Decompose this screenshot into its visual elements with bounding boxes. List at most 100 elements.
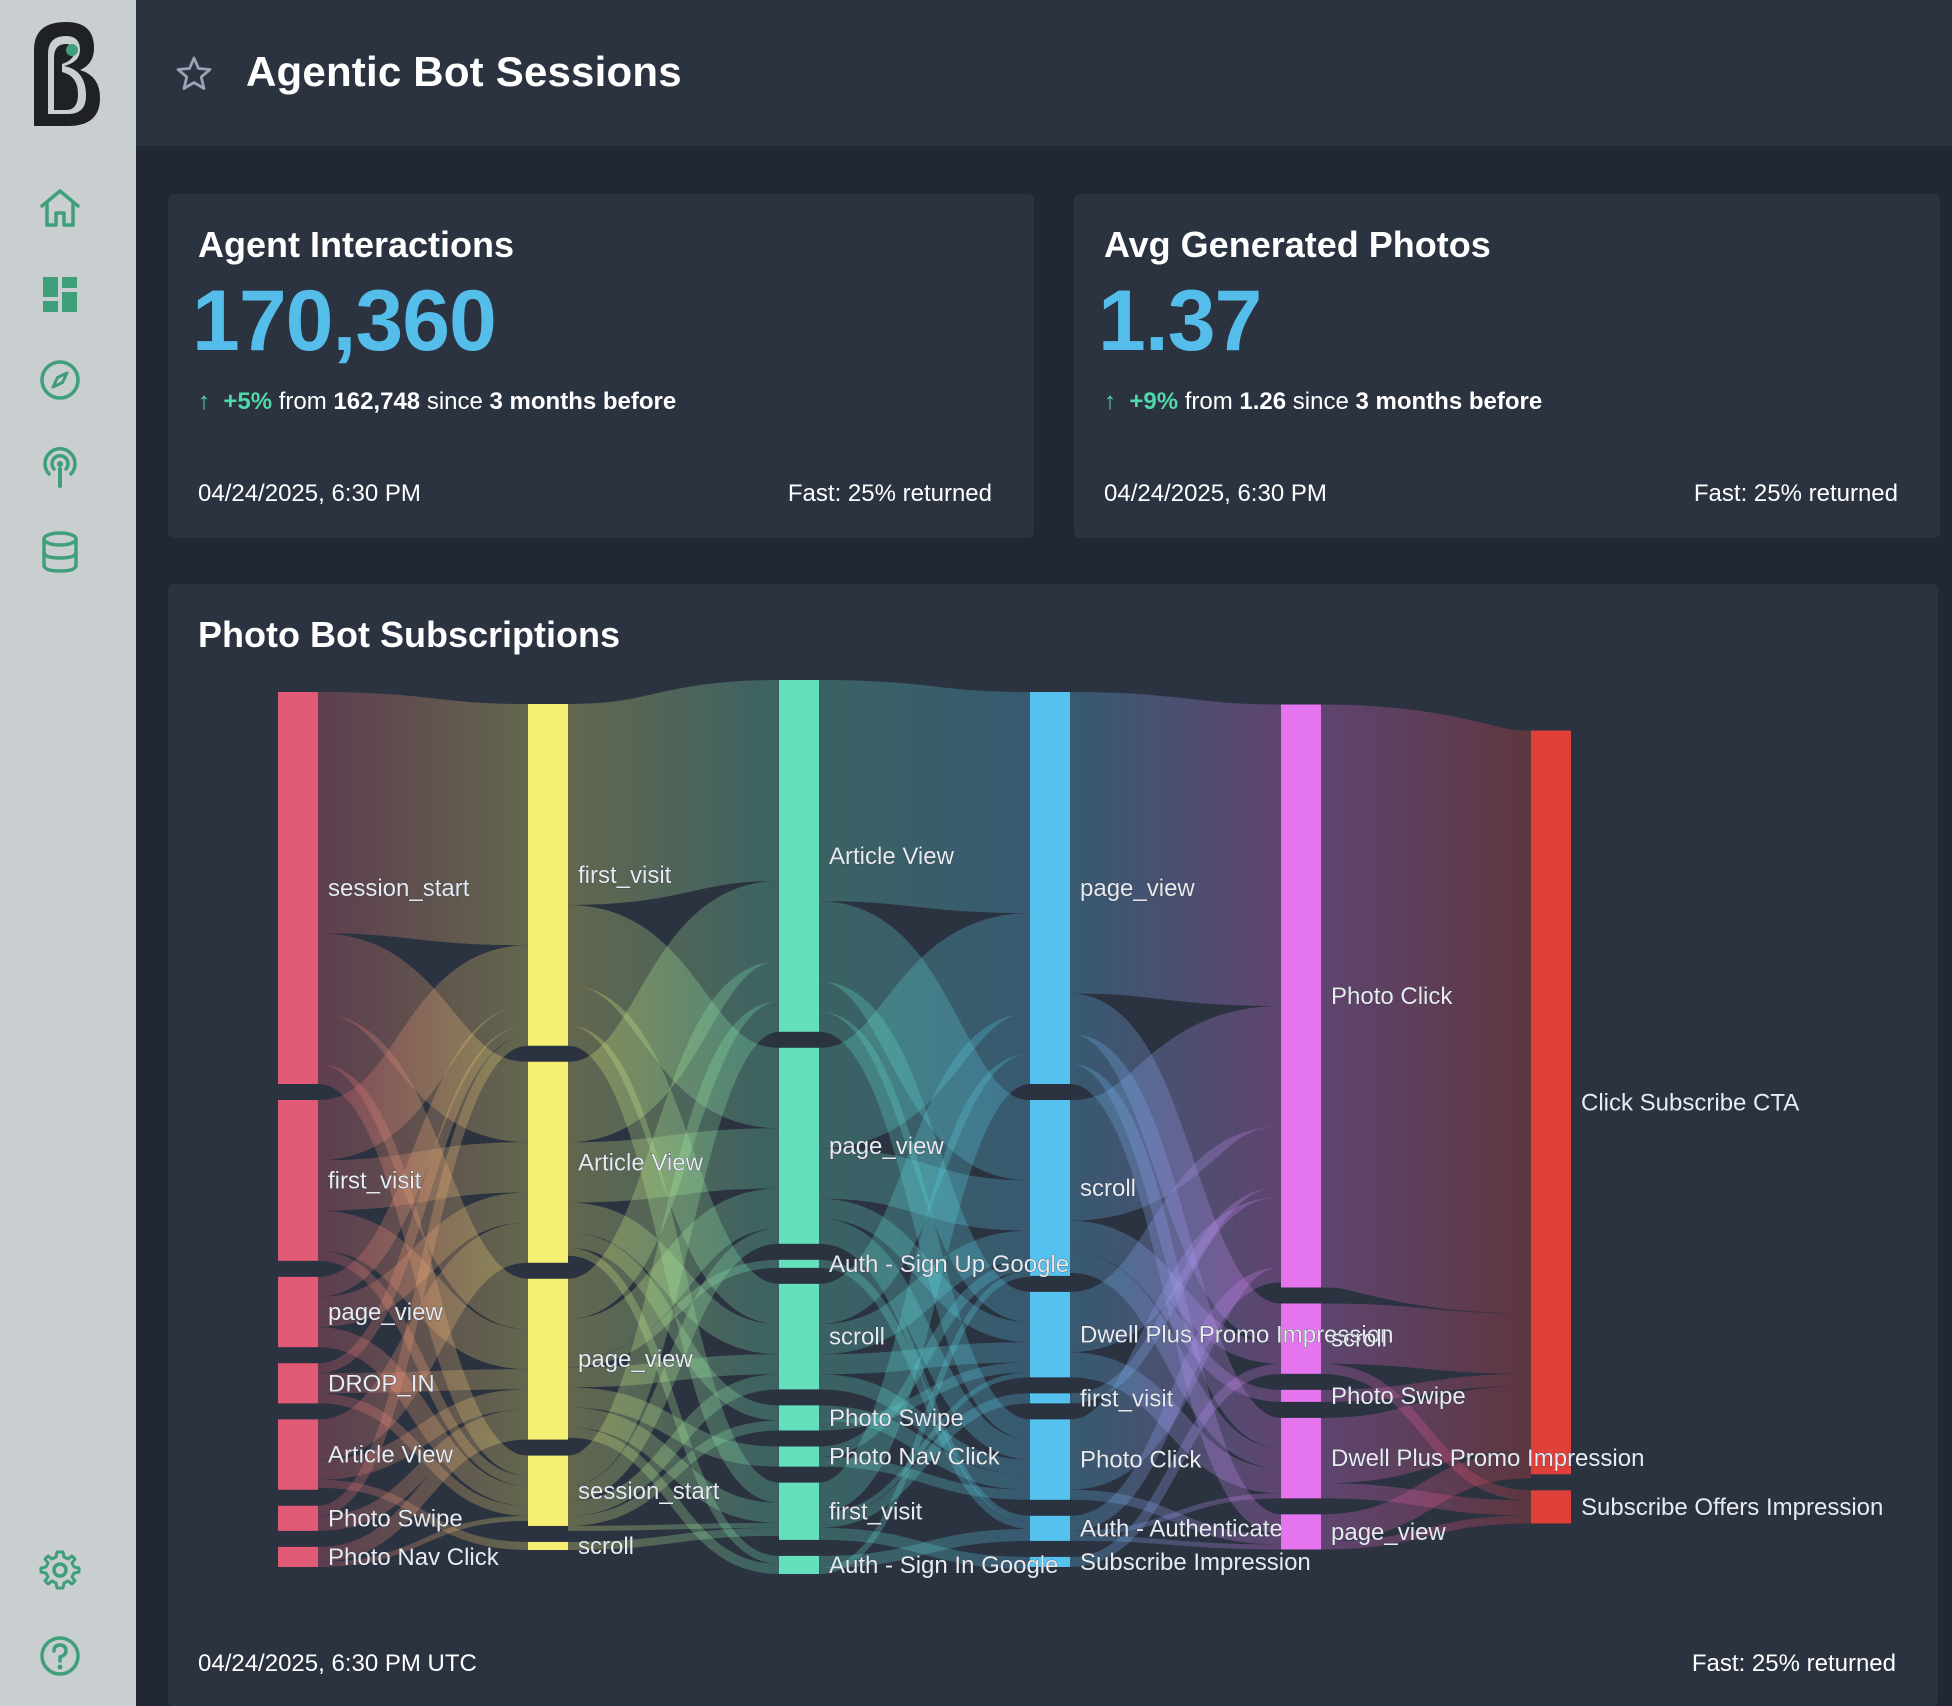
sankey-link[interactable] <box>1320 1303 1532 1374</box>
sankey-node[interactable] <box>278 692 318 1085</box>
sankey-link[interactable] <box>565 1001 782 1486</box>
sankey-link[interactable] <box>567 1527 780 1550</box>
sankey-link[interactable] <box>564 881 783 1143</box>
sankey-link[interactable] <box>1066 1197 1285 1490</box>
sankey-node-label: Click Subscribe CTA <box>1581 1089 1799 1116</box>
sankey-link[interactable] <box>1320 1373 1532 1402</box>
sankey-node[interactable] <box>1281 1303 1321 1374</box>
sankey-link[interactable] <box>316 1222 530 1460</box>
sankey-node[interactable] <box>1531 730 1571 1475</box>
sankey-node[interactable] <box>528 704 568 1046</box>
sankey-link[interactable] <box>816 1053 1033 1513</box>
sankey-link[interactable] <box>567 1387 780 1467</box>
nav-broadcast[interactable] <box>34 440 86 492</box>
sankey-link[interactable] <box>818 1362 1031 1431</box>
sankey-link[interactable] <box>1069 1267 1282 1531</box>
sankey-node[interactable] <box>1030 1291 1070 1378</box>
sankey-link[interactable] <box>1067 1006 1284 1221</box>
nav-home[interactable] <box>34 182 86 234</box>
sankey-link[interactable] <box>1067 1126 1284 1353</box>
sankey-chart: session_start first_visit page_view DROP_IN… <box>278 680 1884 1579</box>
nav-database[interactable] <box>34 526 86 578</box>
sankey-node[interactable] <box>779 1047 819 1244</box>
sankey-node[interactable] <box>278 1505 318 1531</box>
sankey-link[interactable] <box>317 1005 529 1297</box>
sankey-link[interactable] <box>818 1270 1031 1575</box>
brand-logo-icon[interactable] <box>24 14 108 130</box>
sankey-link[interactable] <box>317 1424 529 1562</box>
sankey-node[interactable] <box>1030 1515 1070 1541</box>
sankey-link[interactable] <box>1069 692 1282 1007</box>
favorite-button[interactable] <box>174 54 214 94</box>
sankey-link[interactable] <box>567 1407 780 1523</box>
sankey-link[interactable] <box>818 1238 1031 1521</box>
sankey-node[interactable] <box>779 1259 819 1268</box>
sankey-link[interactable] <box>1320 1451 1532 1542</box>
sankey-node-label: page_view <box>328 1299 443 1326</box>
dashboard-icon <box>43 277 77 312</box>
sankey-link[interactable] <box>567 1228 780 1501</box>
sankey-node[interactable] <box>1281 704 1321 1288</box>
sankey-node[interactable] <box>779 1446 819 1467</box>
sankey-node[interactable] <box>1281 1389 1321 1402</box>
sankey-node[interactable] <box>1030 1393 1070 1404</box>
sankey-link[interactable] <box>815 913 1034 1149</box>
sankey-node[interactable] <box>528 1061 568 1263</box>
sankey-node[interactable] <box>779 1283 819 1390</box>
sankey-link[interactable] <box>316 945 530 1161</box>
sankey-node[interactable] <box>1531 1490 1571 1524</box>
sankey-node-label: Article View <box>578 1149 704 1176</box>
sankey-node[interactable] <box>528 1541 568 1550</box>
card-status: Fast: 25% returned <box>1693 480 1898 507</box>
kpi-card-agent-interactions: Agent Interactions 170,360 ↑ +5% from 16… <box>168 194 1034 538</box>
sankey-link[interactable] <box>818 1372 1031 1518</box>
nav-explore[interactable] <box>34 354 86 406</box>
sankey-node[interactable] <box>1030 1419 1070 1500</box>
sankey-link[interactable] <box>567 1374 780 1516</box>
sankey-node[interactable] <box>779 1555 819 1574</box>
sankey-link[interactable] <box>1069 1352 1282 1494</box>
sankey-link[interactable] <box>818 1393 1031 1528</box>
nav-dashboard[interactable] <box>34 268 86 320</box>
sankey-link[interactable] <box>567 1420 780 1526</box>
sankey-link[interactable] <box>317 1025 529 1374</box>
sankey-node[interactable] <box>278 1546 318 1567</box>
sankey-link[interactable] <box>317 1389 529 1480</box>
nav-help[interactable] <box>34 1630 86 1682</box>
sankey-node[interactable] <box>278 1276 318 1348</box>
sankey-link[interactable] <box>317 1409 529 1531</box>
sankey-node[interactable] <box>278 1363 318 1404</box>
sankey-node[interactable] <box>1030 692 1070 1085</box>
sankey-node[interactable] <box>278 1100 318 1261</box>
sankey-link[interactable] <box>818 1260 1031 1457</box>
nav-settings[interactable] <box>34 1544 86 1596</box>
sankey-link[interactable] <box>567 1232 780 1421</box>
sankey-link[interactable] <box>1320 1385 1532 1484</box>
sankey-node[interactable] <box>528 1278 568 1440</box>
sankey-link[interactable] <box>818 680 1031 914</box>
sankey-link[interactable] <box>317 1393 529 1516</box>
sankey-link[interactable] <box>317 692 529 946</box>
sankey-node[interactable] <box>779 1482 819 1540</box>
sankey-link[interactable] <box>1069 1363 1282 1567</box>
sankey-node[interactable] <box>528 1455 568 1526</box>
sankey-node[interactable] <box>779 680 819 1032</box>
sankey-link[interactable] <box>566 680 781 906</box>
sankey-link[interactable] <box>1069 1535 1282 1550</box>
sankey-link[interactable] <box>1316 704 1536 1314</box>
sankey-link[interactable] <box>317 1515 529 1567</box>
sankey-link[interactable] <box>317 1035 529 1516</box>
sankey-node[interactable] <box>1030 1556 1070 1567</box>
sankey-link[interactable] <box>567 1259 780 1368</box>
sankey-link[interactable] <box>1320 1515 1532 1550</box>
sankey-link[interactable] <box>565 961 782 1319</box>
sankey-node[interactable] <box>779 1405 819 1431</box>
sankey-link[interactable] <box>816 1013 1033 1325</box>
sankey-node[interactable] <box>1030 1100 1070 1276</box>
sankey-node[interactable] <box>1281 1417 1321 1499</box>
sankey-node[interactable] <box>278 1419 318 1490</box>
sankey-node[interactable] <box>1281 1514 1321 1550</box>
sankey-link[interactable] <box>567 1522 780 1531</box>
card-status: Fast: 25% returned <box>787 480 992 507</box>
sankey-link[interactable] <box>1069 1493 1282 1536</box>
